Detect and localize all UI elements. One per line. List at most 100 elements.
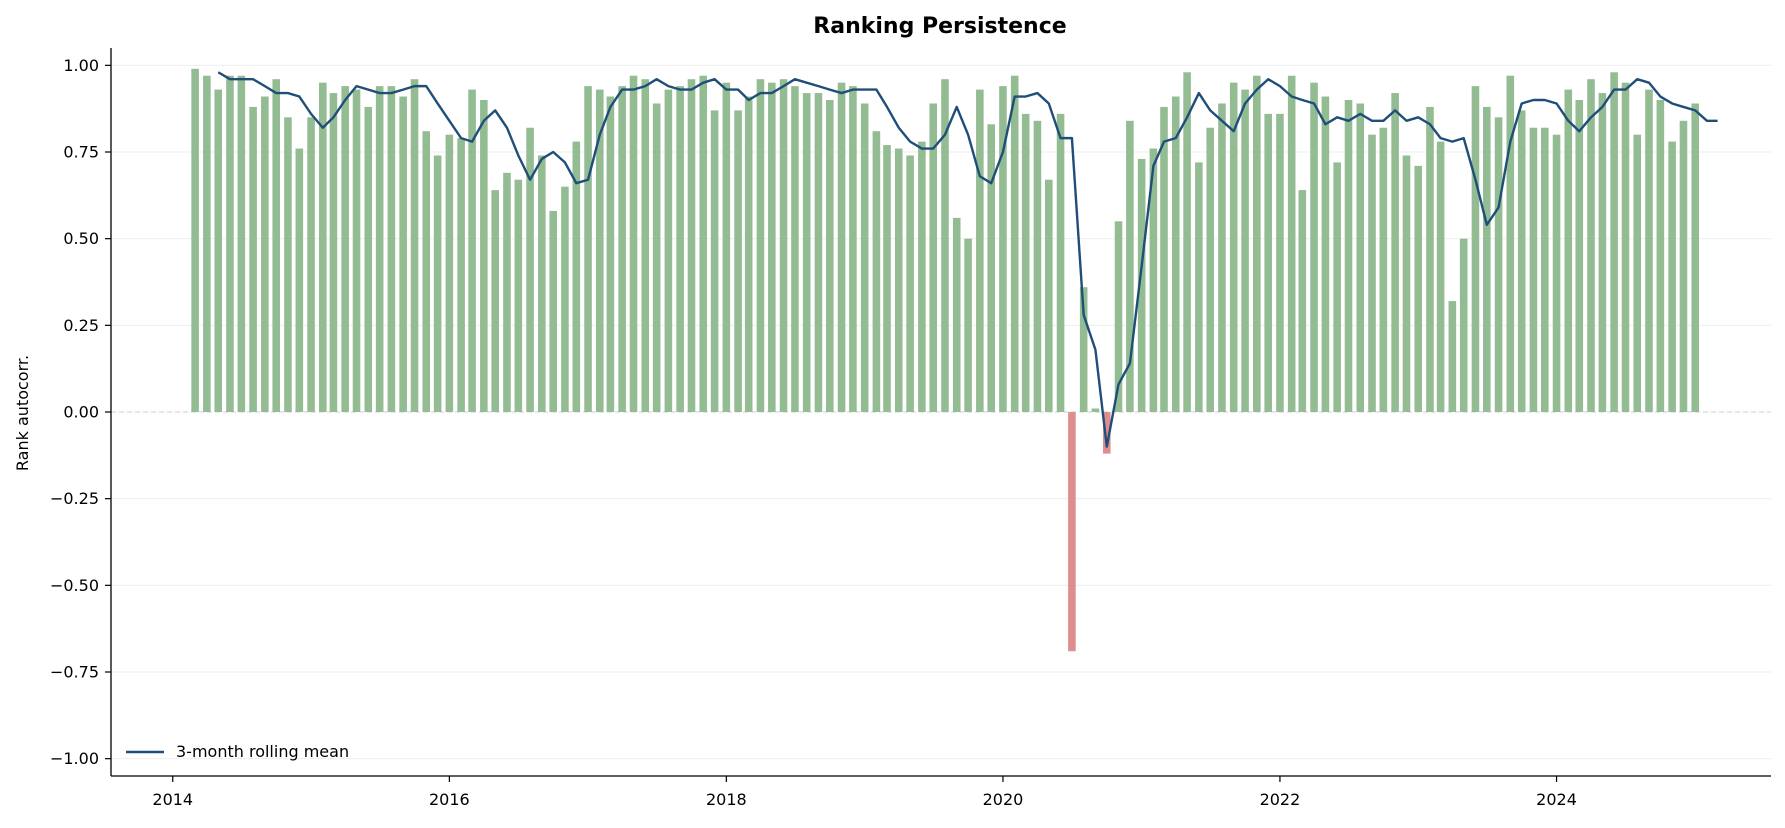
bar: [1114, 221, 1123, 412]
bar: [837, 82, 846, 413]
bar: [1414, 165, 1423, 412]
bar: [1621, 82, 1630, 413]
bar: [734, 110, 742, 413]
y-tick-label: 0.25: [63, 316, 99, 335]
bar: [572, 141, 581, 412]
bar: [503, 172, 511, 412]
bar: [1160, 106, 1168, 413]
bar: [203, 75, 211, 412]
bar: [802, 93, 811, 412]
bar: [457, 138, 465, 412]
bar: [1149, 148, 1158, 412]
bar: [445, 134, 454, 413]
bar: [526, 127, 534, 412]
bar: [976, 89, 984, 412]
y-tick-label: 1.00: [63, 56, 99, 75]
bar: [883, 145, 891, 412]
bar: [952, 217, 961, 412]
bar: [1137, 158, 1146, 412]
bar: [756, 79, 765, 412]
bar: [341, 86, 349, 412]
bar: [941, 79, 949, 412]
y-tick-label: 0.75: [63, 143, 99, 162]
bar: [722, 82, 731, 413]
bar: [629, 75, 638, 412]
bar: [1494, 117, 1503, 412]
bar: [1483, 106, 1491, 413]
bar: [584, 86, 592, 412]
bar: [1241, 89, 1249, 412]
bar: [1264, 113, 1272, 413]
bar: [1195, 162, 1203, 412]
bar: [1552, 134, 1561, 413]
bar: [364, 106, 373, 413]
bar: [319, 82, 327, 413]
bar: [1056, 113, 1065, 413]
x-tick-label: 2018: [706, 790, 747, 809]
bar: [1610, 72, 1618, 413]
x-tick-label: 2022: [1260, 790, 1301, 809]
bar: [1253, 75, 1261, 412]
bar: [779, 79, 788, 412]
x-tick-label: 2014: [152, 790, 193, 809]
bar: [791, 86, 799, 412]
y-tick-label: 0.00: [63, 403, 99, 422]
bar: [676, 86, 684, 412]
bar: [1529, 127, 1538, 412]
bar: [1045, 179, 1053, 412]
bar: [1668, 141, 1676, 412]
y-tick-label: −1.00: [50, 749, 99, 768]
bar: [918, 141, 926, 412]
x-tick-label: 2024: [1536, 790, 1577, 809]
bar: [664, 89, 673, 412]
bar: [1379, 127, 1388, 412]
bar: [1229, 82, 1238, 413]
bar: [768, 82, 776, 413]
bar: [606, 96, 615, 412]
bar: [1471, 86, 1480, 412]
bar: [894, 148, 903, 412]
bar: [249, 106, 257, 413]
rolling-mean-line: [217, 71, 1718, 448]
bar: [929, 103, 938, 412]
bar: [906, 155, 914, 412]
bar: [1426, 106, 1434, 413]
bar: [1276, 113, 1284, 413]
bar: [1033, 120, 1042, 413]
bar: [1310, 82, 1318, 413]
rolling-mean-layer: [217, 71, 1718, 448]
bar: [1218, 103, 1226, 412]
bar: [480, 100, 488, 412]
bar: [468, 89, 476, 412]
bar: [422, 131, 431, 412]
bar: [514, 179, 523, 412]
bar: [1448, 301, 1457, 412]
bar: [1333, 162, 1341, 412]
bar: [1010, 75, 1019, 412]
y-tick-label: −0.75: [50, 663, 99, 682]
bar: [1206, 127, 1215, 412]
bar: [329, 93, 338, 412]
bar: [1633, 134, 1642, 413]
bar: [710, 110, 719, 413]
bar: [849, 86, 857, 412]
x-tick-label: 2020: [983, 790, 1024, 809]
bar: [744, 96, 753, 412]
bar: [860, 103, 869, 412]
legend-label: 3-month rolling mean: [176, 742, 349, 761]
bar: [1287, 75, 1296, 412]
bar: [272, 79, 280, 412]
bar: [1679, 120, 1688, 413]
bar: [399, 96, 407, 412]
bar: [226, 75, 234, 412]
bar: [1391, 93, 1399, 412]
bar: [1021, 113, 1030, 413]
bar: [1126, 120, 1134, 413]
bar: [1587, 79, 1595, 412]
bar: [214, 89, 223, 412]
bar: [1344, 100, 1353, 412]
bar: [549, 210, 557, 412]
bar: [1079, 287, 1088, 412]
bar: [1102, 412, 1111, 454]
